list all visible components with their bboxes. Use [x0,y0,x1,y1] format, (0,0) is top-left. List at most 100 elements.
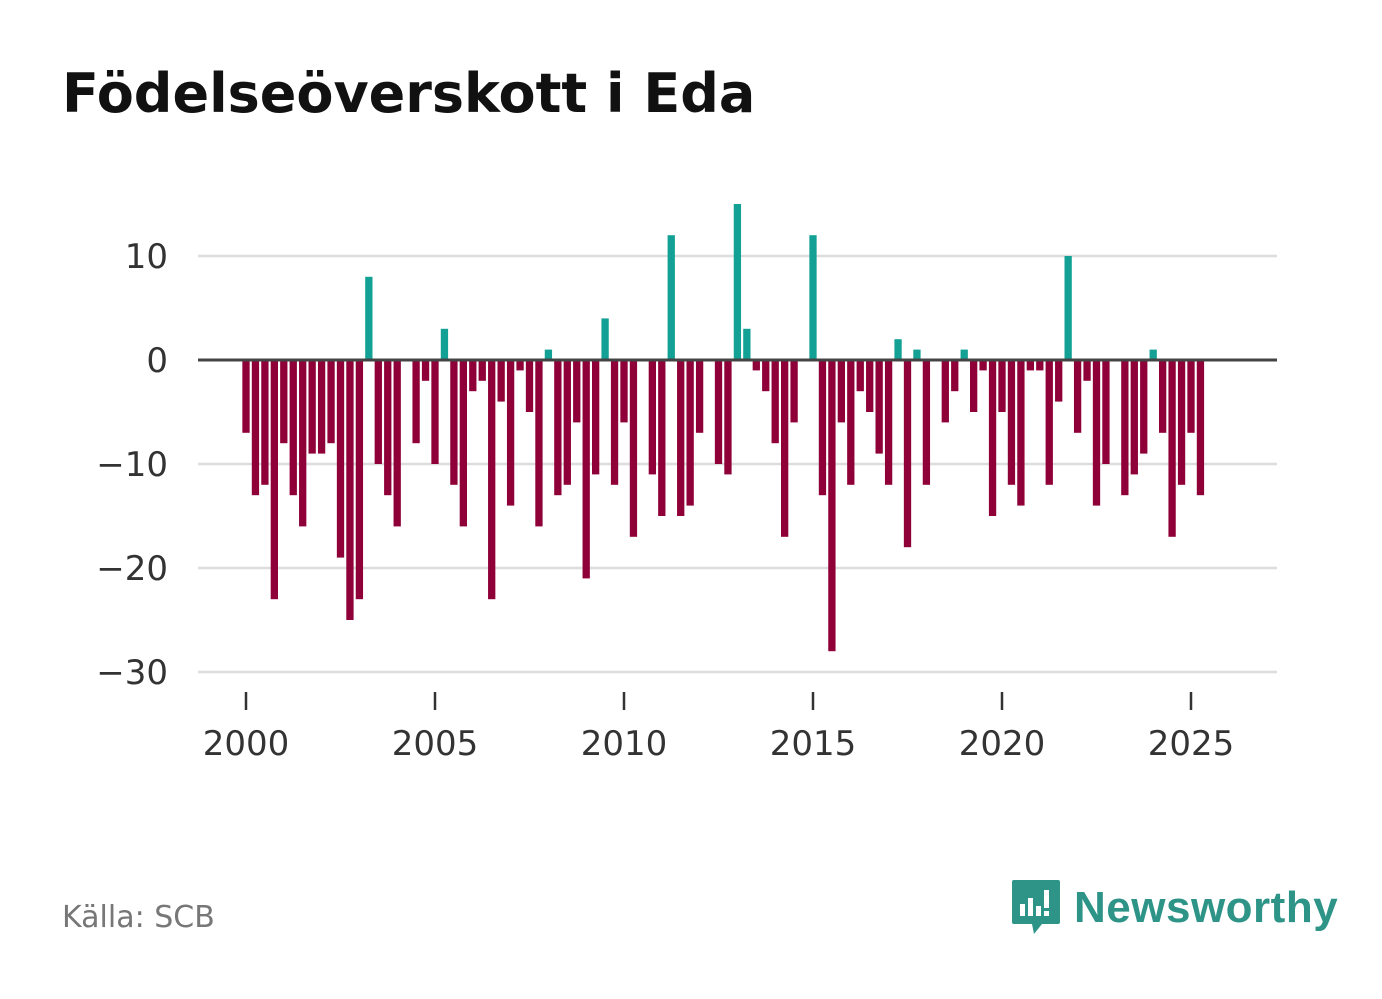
bar [1017,360,1025,506]
bar [1007,360,1016,485]
bar [941,360,949,423]
bar [620,360,628,423]
bar [762,360,770,392]
bar [317,360,326,454]
bar [242,360,250,433]
bar [771,360,779,444]
newsworthy-logo[interactable]: Newsworthy [1010,878,1338,938]
bar [355,360,364,600]
bar [1159,360,1167,433]
bar [450,360,458,485]
bar-chart-bubble-icon [1012,880,1060,934]
bar [308,360,316,454]
bar [1036,360,1044,371]
x-tick-label: 2015 [770,724,857,764]
bar [459,360,467,527]
bar [856,360,864,392]
bar [610,360,619,485]
bar [724,360,732,475]
bar [516,360,524,371]
bar [1149,349,1157,360]
bar [695,360,704,433]
bar [251,360,260,496]
bar [648,360,656,475]
bar [374,360,382,464]
bar [1083,360,1091,381]
bar [497,360,505,402]
bar [601,318,609,360]
chart-title: Födelseöverskott i Eda [62,62,756,125]
bar [1055,360,1063,402]
bar [1064,256,1072,360]
bar [1168,360,1176,537]
x-tick-label: 2010 [581,724,668,764]
bars [242,204,1205,652]
bar [1026,360,1034,371]
bar [903,360,912,548]
bar [998,360,1006,412]
y-tick-label: −30 [96,653,168,693]
bar [979,360,987,371]
bar [1130,360,1138,475]
bar [289,360,297,496]
bar [922,360,931,485]
bar [988,360,997,516]
bar [488,360,496,600]
bar [913,349,921,360]
bar [1140,360,1148,454]
bar [421,360,430,381]
bar [686,360,694,506]
bar [1102,360,1110,464]
bar [544,349,553,360]
bar [1196,360,1205,496]
bar [582,360,590,579]
bar [875,360,883,454]
brand-name: Newsworthy [1074,883,1339,932]
bar [270,360,278,600]
bar [1177,360,1186,485]
bar [1073,360,1082,433]
bar [847,360,855,485]
bar [828,360,836,652]
bar [1187,360,1195,433]
bar-chart: 10 0 −10 −20 −30 2000 2005 2010 2015 2020 2025 [96,204,1277,764]
bar [327,360,335,444]
bar [280,360,288,444]
bar [525,360,534,412]
x-tick-label: 2020 [959,724,1046,764]
y-tick-label: −10 [96,445,168,485]
bar [677,360,685,516]
bar [365,276,373,360]
bar [563,360,571,485]
y-tick-label: 0 [146,341,168,381]
bar [299,360,307,527]
bar [818,360,827,496]
bar [431,360,439,464]
bar [1121,360,1129,496]
bar [960,349,968,360]
axes: 10 0 −10 −20 −30 2000 2005 2010 2015 2020 2025 [96,237,1277,764]
bar [743,328,751,360]
bar [951,360,959,392]
y-tick-label: −20 [96,549,168,589]
bar [1045,360,1053,485]
bar [592,360,600,475]
bar [790,360,798,423]
bar [894,339,902,360]
bar [1092,360,1101,506]
bar [506,360,515,506]
bar [346,360,354,620]
bar [970,360,978,412]
bar [478,360,486,381]
bar [658,360,666,516]
bar [752,360,760,371]
source-label: Källa: SCB [62,900,215,935]
bar [469,360,477,392]
bar [667,235,675,360]
bar [412,360,420,444]
bar [837,360,845,423]
x-tick-label: 2000 [203,724,290,764]
bar [884,360,893,485]
bar [809,235,817,360]
x-tick-label: 2025 [1148,724,1235,764]
